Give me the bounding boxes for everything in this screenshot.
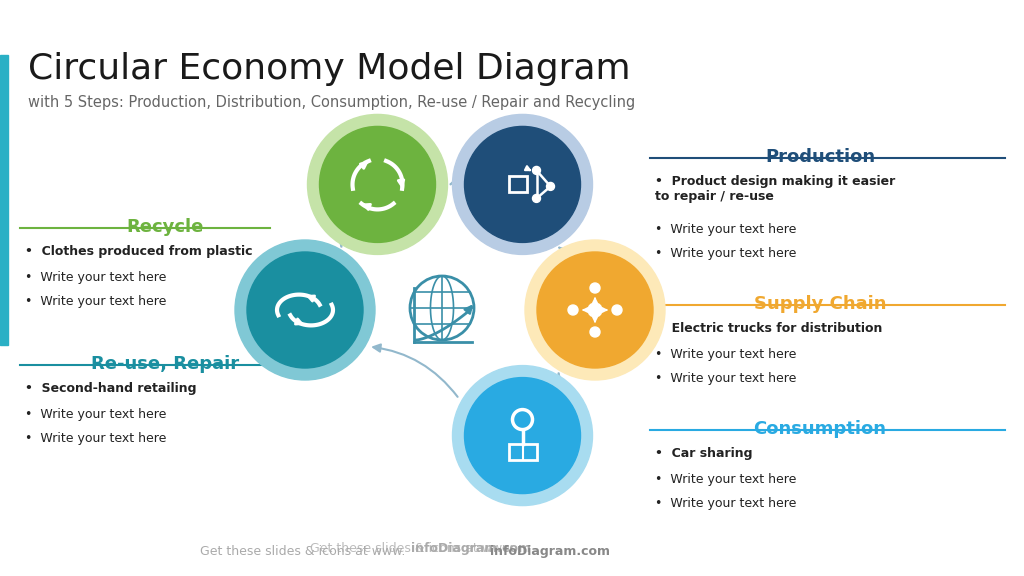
Circle shape xyxy=(453,115,593,255)
FancyArrowPatch shape xyxy=(602,308,606,312)
Bar xyxy=(0,55,8,345)
Circle shape xyxy=(532,195,541,202)
Circle shape xyxy=(612,305,622,315)
FancyArrowPatch shape xyxy=(525,166,530,170)
Circle shape xyxy=(453,366,593,506)
FancyArrowPatch shape xyxy=(593,298,597,303)
FancyArrowPatch shape xyxy=(361,204,371,210)
Circle shape xyxy=(547,183,555,191)
Text: with 5 Steps: Production, Distribution, Consumption, Re-use / Repair and Recycli: with 5 Steps: Production, Distribution, … xyxy=(28,95,635,110)
FancyArrowPatch shape xyxy=(398,180,403,188)
Text: Supply Chain: Supply Chain xyxy=(754,295,886,313)
Circle shape xyxy=(588,303,602,317)
FancyArrowPatch shape xyxy=(308,296,314,301)
Text: Re-use, Repair: Re-use, Repair xyxy=(91,355,239,373)
Text: •  Write your text here: • Write your text here xyxy=(25,271,166,284)
FancyArrowPatch shape xyxy=(295,319,302,324)
Text: Circular Economy Model Diagram: Circular Economy Model Diagram xyxy=(28,52,631,86)
Text: •  Write your text here: • Write your text here xyxy=(655,348,797,361)
Circle shape xyxy=(537,252,653,368)
Circle shape xyxy=(247,252,362,368)
FancyArrowPatch shape xyxy=(339,238,346,247)
Text: Get these slides & icons at www.: Get these slides & icons at www. xyxy=(310,542,515,555)
FancyArrowPatch shape xyxy=(465,306,471,313)
Circle shape xyxy=(590,327,600,337)
Circle shape xyxy=(590,283,600,293)
FancyArrowPatch shape xyxy=(451,177,460,184)
Text: •  Clothes produced from plastic: • Clothes produced from plastic xyxy=(25,245,253,258)
Circle shape xyxy=(307,115,447,255)
Text: infoDiagram.com: infoDiagram.com xyxy=(490,545,610,558)
Text: Production: Production xyxy=(765,148,876,166)
Text: •  Second-hand retailing: • Second-hand retailing xyxy=(25,382,197,395)
Text: Get these slides & icons at www.: Get these slides & icons at www. xyxy=(200,545,406,558)
FancyArrowPatch shape xyxy=(554,373,561,382)
Circle shape xyxy=(532,166,541,175)
Circle shape xyxy=(234,240,375,380)
FancyArrowPatch shape xyxy=(559,248,568,255)
Bar xyxy=(509,176,526,192)
Text: •  Write your text here: • Write your text here xyxy=(655,473,797,486)
FancyArrowPatch shape xyxy=(593,317,597,321)
Bar xyxy=(509,444,537,460)
Circle shape xyxy=(525,240,665,380)
Text: •  Write your text here: • Write your text here xyxy=(25,295,166,308)
Circle shape xyxy=(465,126,581,242)
Text: •  Product design making it easier
to repair / re-use: • Product design making it easier to rep… xyxy=(655,175,895,203)
Text: •  Write your text here: • Write your text here xyxy=(655,497,797,510)
Text: Recycle: Recycle xyxy=(126,218,204,236)
Text: •  Write your text here: • Write your text here xyxy=(25,432,166,445)
FancyArrowPatch shape xyxy=(584,308,588,312)
Text: infoDiagram.com: infoDiagram.com xyxy=(411,542,530,555)
Text: •  Electric trucks for distribution: • Electric trucks for distribution xyxy=(655,322,883,335)
Text: •  Write your text here: • Write your text here xyxy=(655,247,797,260)
Circle shape xyxy=(319,126,435,242)
Text: Consumption: Consumption xyxy=(754,420,887,438)
Text: •  Write your text here: • Write your text here xyxy=(655,223,797,236)
Circle shape xyxy=(568,305,578,315)
Text: •  Write your text here: • Write your text here xyxy=(25,408,166,421)
Text: •  Write your text here: • Write your text here xyxy=(655,372,797,385)
Text: •  Car sharing: • Car sharing xyxy=(655,447,753,460)
Circle shape xyxy=(465,378,581,494)
FancyArrowPatch shape xyxy=(360,161,369,168)
FancyArrowPatch shape xyxy=(374,344,458,397)
